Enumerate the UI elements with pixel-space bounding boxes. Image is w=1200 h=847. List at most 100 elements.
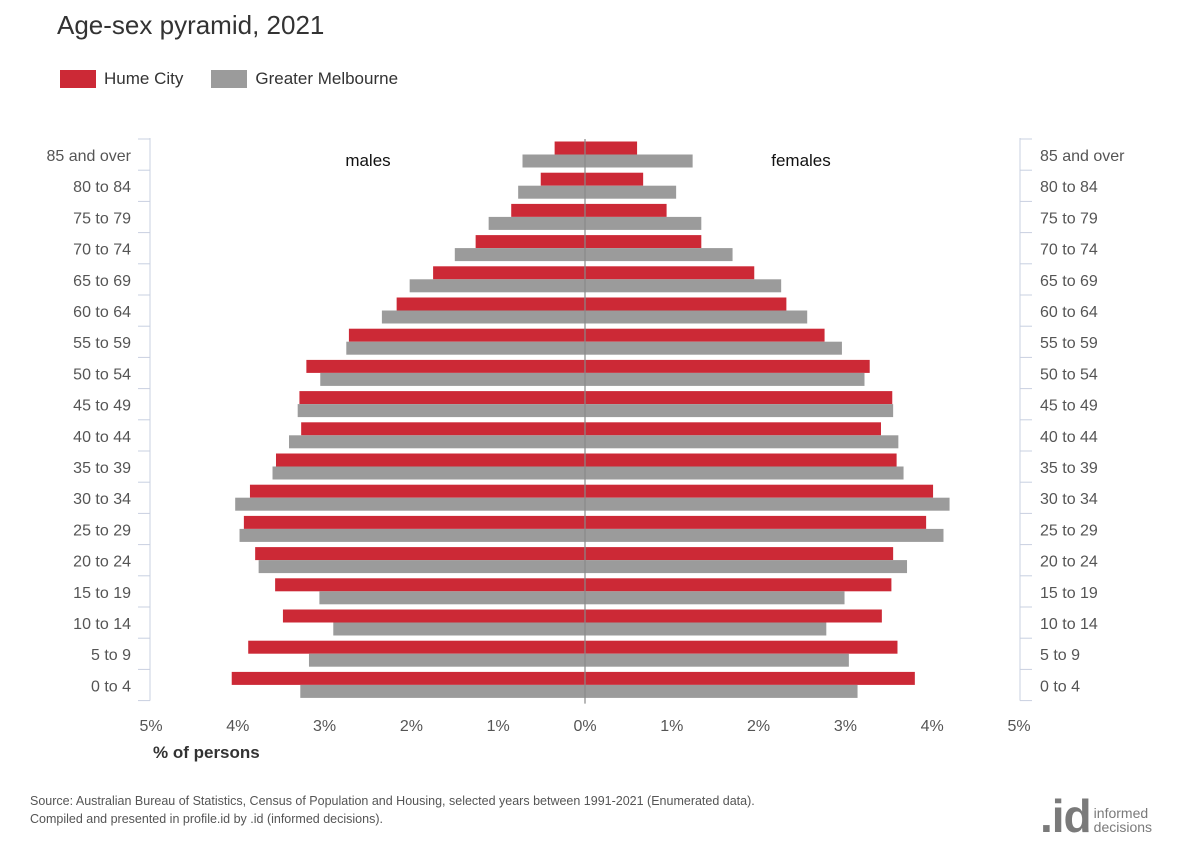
bar-female-hume-city <box>585 547 894 561</box>
bar-male-hume-city <box>306 359 585 373</box>
age-label-left: 10 to 14 <box>73 616 131 633</box>
age-label-left: 20 to 24 <box>73 554 131 571</box>
age-label-right: 85 and over <box>1040 148 1125 165</box>
bar-male-hume-city <box>275 578 585 592</box>
bar-male-hume-city <box>231 671 585 685</box>
bar-male-hume-city <box>348 328 585 342</box>
bar-female-hume-city <box>585 141 638 155</box>
age-label-right: 0 to 4 <box>1040 678 1080 695</box>
bar-female-hume-city <box>585 172 644 186</box>
legend-swatch-hume-city <box>60 70 96 88</box>
age-label-left: 50 to 54 <box>73 366 131 383</box>
bar-male-hume-city <box>511 203 585 217</box>
age-label-right: 50 to 54 <box>1040 366 1098 383</box>
x-tick-label: 4% <box>226 718 249 735</box>
x-tick-label: 5% <box>1007 718 1030 735</box>
age-label-left: 5 to 9 <box>91 647 131 664</box>
logo-mark: .id <box>1040 790 1092 842</box>
age-label-right: 25 to 29 <box>1040 522 1098 539</box>
legend-swatch-greater-melbourne <box>211 70 248 88</box>
bar-male-greater-melbourne <box>381 310 585 324</box>
bar-male-greater-melbourne <box>409 279 585 293</box>
x-tick-label: 1% <box>487 718 510 735</box>
bar-male-hume-city <box>275 453 585 467</box>
legend-item-hume-city[interactable]: Hume City <box>60 69 183 89</box>
pyramid-chart: 85 and over 85 and over 80 to 84 80 to 84 75… <box>46 138 1125 735</box>
id-logo[interactable]: .id informed decisions <box>1040 790 1152 842</box>
bar-female-hume-city <box>585 266 755 280</box>
bar-female-greater-melbourne <box>585 310 808 324</box>
bar-female-greater-melbourne <box>585 154 693 168</box>
bar-male-greater-melbourne <box>333 622 585 636</box>
age-label-left: 30 to 34 <box>73 491 131 508</box>
legend-label-greater-melbourne: Greater Melbourne <box>255 69 399 88</box>
bar-male-greater-melbourne <box>454 248 585 262</box>
bar-male-hume-city <box>540 172 585 186</box>
bar-male-hume-city <box>396 297 585 311</box>
bar-male-hume-city <box>248 640 585 654</box>
legend-item-greater-melbourne[interactable]: Greater Melbourne <box>211 69 398 89</box>
bar-female-hume-city <box>585 609 882 623</box>
bar-female-hume-city <box>585 391 893 405</box>
bar-female-greater-melbourne <box>585 279 782 293</box>
bar-female-hume-city <box>585 203 667 217</box>
bar-male-hume-city <box>433 266 585 280</box>
logo-text: informed decisions <box>1094 806 1152 834</box>
age-label-left: 70 to 74 <box>73 242 131 259</box>
bar-female-greater-melbourne <box>585 528 944 542</box>
legend: Hume City Greater Melbourne <box>60 69 426 89</box>
age-label-right: 65 to 69 <box>1040 273 1098 290</box>
bar-female-hume-city <box>585 297 787 311</box>
bar-female-hume-city <box>585 235 702 249</box>
x-tick-label: 3% <box>313 718 336 735</box>
age-label-left: 45 to 49 <box>73 398 131 415</box>
bar-female-greater-melbourne <box>585 653 849 667</box>
x-tick-label: 4% <box>921 718 944 735</box>
age-label-right: 80 to 84 <box>1040 179 1098 196</box>
bar-male-greater-melbourne <box>289 435 585 449</box>
bar-female-greater-melbourne <box>585 185 677 199</box>
x-tick-label: 2% <box>400 718 423 735</box>
age-label-left: 75 to 79 <box>73 210 131 227</box>
bar-male-hume-city <box>255 547 585 561</box>
females-label: females <box>771 151 831 170</box>
bar-male-hume-city <box>282 609 585 623</box>
age-label-left: 35 to 39 <box>73 460 131 477</box>
footer-compiled: Compiled and presented in profile.id by … <box>30 812 383 826</box>
age-label-left: 25 to 29 <box>73 522 131 539</box>
footer: Source: Australian Bureau of Statistics,… <box>30 792 755 828</box>
bar-male-greater-melbourne <box>518 185 585 199</box>
age-label-right: 20 to 24 <box>1040 554 1098 571</box>
bar-female-greater-melbourne <box>585 341 842 355</box>
age-label-right: 75 to 79 <box>1040 210 1098 227</box>
x-axis-title: % of persons <box>153 743 260 762</box>
bar-male-greater-melbourne <box>346 341 585 355</box>
bar-female-hume-city <box>585 671 915 685</box>
bar-female-greater-melbourne <box>585 216 702 230</box>
bar-male-greater-melbourne <box>488 216 585 230</box>
logo-text-line1: informed <box>1093 805 1149 821</box>
age-label-right: 70 to 74 <box>1040 242 1098 259</box>
bar-female-greater-melbourne <box>585 497 950 511</box>
age-label-right: 35 to 39 <box>1040 460 1098 477</box>
bar-female-greater-melbourne <box>585 622 827 636</box>
age-label-left: 0 to 4 <box>91 678 131 695</box>
age-label-left: 85 and over <box>46 148 131 165</box>
bar-female-greater-melbourne <box>585 248 733 262</box>
bar-female-greater-melbourne <box>585 435 899 449</box>
logo-text-line2: decisions <box>1093 819 1153 835</box>
age-label-right: 40 to 44 <box>1040 429 1098 446</box>
bar-female-hume-city <box>585 359 870 373</box>
bar-female-greater-melbourne <box>585 684 858 698</box>
age-label-left: 60 to 64 <box>73 304 131 321</box>
bar-female-hume-city <box>585 578 892 592</box>
legend-label-hume-city: Hume City <box>104 69 184 88</box>
bar-female-hume-city <box>585 640 898 654</box>
age-label-left: 40 to 44 <box>73 429 131 446</box>
bar-male-hume-city <box>299 391 585 405</box>
age-label-left: 80 to 84 <box>73 179 131 196</box>
males-label: males <box>345 151 390 170</box>
age-label-right: 45 to 49 <box>1040 398 1098 415</box>
bar-male-greater-melbourne <box>320 372 585 386</box>
bar-male-hume-city <box>243 515 585 529</box>
